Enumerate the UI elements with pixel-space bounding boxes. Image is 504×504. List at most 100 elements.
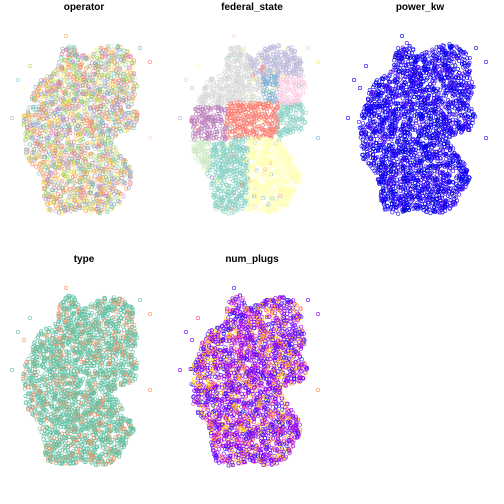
data-point xyxy=(50,190,55,195)
data-point xyxy=(48,77,53,82)
data-point xyxy=(39,78,44,83)
data-point xyxy=(135,83,140,88)
data-point xyxy=(263,193,268,198)
data-point xyxy=(238,109,243,114)
data-point xyxy=(285,193,290,198)
data-point xyxy=(29,95,34,100)
data-point xyxy=(21,86,26,91)
data-point xyxy=(270,196,275,201)
data-point xyxy=(97,129,102,134)
data-point xyxy=(69,81,74,86)
data-point xyxy=(228,123,233,128)
data-point xyxy=(100,116,105,121)
data-point xyxy=(194,118,199,123)
data-point xyxy=(298,67,303,72)
data-point xyxy=(212,165,217,170)
data-point xyxy=(242,96,247,101)
data-point xyxy=(78,137,83,142)
data-point xyxy=(75,119,80,124)
data-point xyxy=(278,146,283,151)
data-point xyxy=(124,59,129,64)
data-point xyxy=(300,105,305,110)
data-point xyxy=(238,125,243,130)
data-point xyxy=(292,67,297,72)
data-point xyxy=(76,199,81,204)
data-point xyxy=(211,118,216,123)
data-point xyxy=(74,94,79,99)
data-point xyxy=(76,103,81,108)
data-point xyxy=(30,107,35,112)
data-point xyxy=(81,53,86,58)
data-point xyxy=(26,105,31,110)
data-point xyxy=(35,112,40,117)
data-point xyxy=(199,113,204,118)
data-point xyxy=(261,171,266,176)
data-point xyxy=(239,91,244,96)
data-point xyxy=(252,194,257,199)
data-point xyxy=(243,109,248,114)
data-point xyxy=(76,126,81,131)
data-point xyxy=(62,199,67,204)
data-point xyxy=(126,96,131,101)
data-point xyxy=(246,152,251,157)
data-point xyxy=(259,85,264,90)
data-point xyxy=(32,158,37,163)
data-point xyxy=(64,162,69,167)
data-point xyxy=(89,120,94,125)
data-point xyxy=(71,74,76,79)
data-point xyxy=(279,174,284,179)
data-point xyxy=(283,46,288,51)
data-point xyxy=(85,102,90,107)
data-point xyxy=(60,116,65,121)
data-point xyxy=(102,95,107,100)
data-point xyxy=(277,156,282,161)
data-point xyxy=(69,142,74,147)
data-point xyxy=(266,67,271,72)
data-point xyxy=(41,107,46,112)
data-point xyxy=(46,164,51,169)
data-point xyxy=(93,146,98,151)
data-point xyxy=(262,77,267,82)
data-point xyxy=(253,140,258,145)
data-point xyxy=(227,126,232,131)
data-point xyxy=(110,138,115,143)
data-point xyxy=(249,99,254,104)
data-point xyxy=(38,81,43,86)
data-point xyxy=(34,151,39,156)
data-point xyxy=(285,58,290,63)
data-point xyxy=(30,91,35,96)
data-point xyxy=(268,141,273,146)
data-point xyxy=(285,105,290,110)
data-point xyxy=(254,116,259,121)
data-point xyxy=(89,163,94,168)
data-point xyxy=(289,187,294,192)
data-point xyxy=(283,147,288,152)
data-point xyxy=(100,68,105,73)
data-point xyxy=(105,145,110,150)
data-point xyxy=(129,70,134,75)
data-point xyxy=(216,97,221,102)
data-point xyxy=(220,72,225,77)
data-point xyxy=(296,98,301,103)
data-point xyxy=(125,74,130,79)
data-point xyxy=(238,161,243,166)
data-point xyxy=(94,123,99,128)
data-point xyxy=(287,165,292,170)
data-point xyxy=(15,77,20,82)
data-point xyxy=(208,108,213,113)
data-point xyxy=(288,108,293,113)
data-point xyxy=(62,207,67,212)
data-point xyxy=(286,159,291,164)
data-point xyxy=(236,145,241,150)
data-point xyxy=(33,139,38,144)
data-point xyxy=(87,152,92,157)
data-point xyxy=(33,84,38,89)
data-point xyxy=(64,87,69,92)
data-point xyxy=(62,152,67,157)
data-point xyxy=(277,121,282,126)
data-point xyxy=(49,130,54,135)
data-point xyxy=(209,106,214,111)
data-point xyxy=(70,104,75,109)
data-point xyxy=(249,142,254,147)
data-point xyxy=(301,91,306,96)
